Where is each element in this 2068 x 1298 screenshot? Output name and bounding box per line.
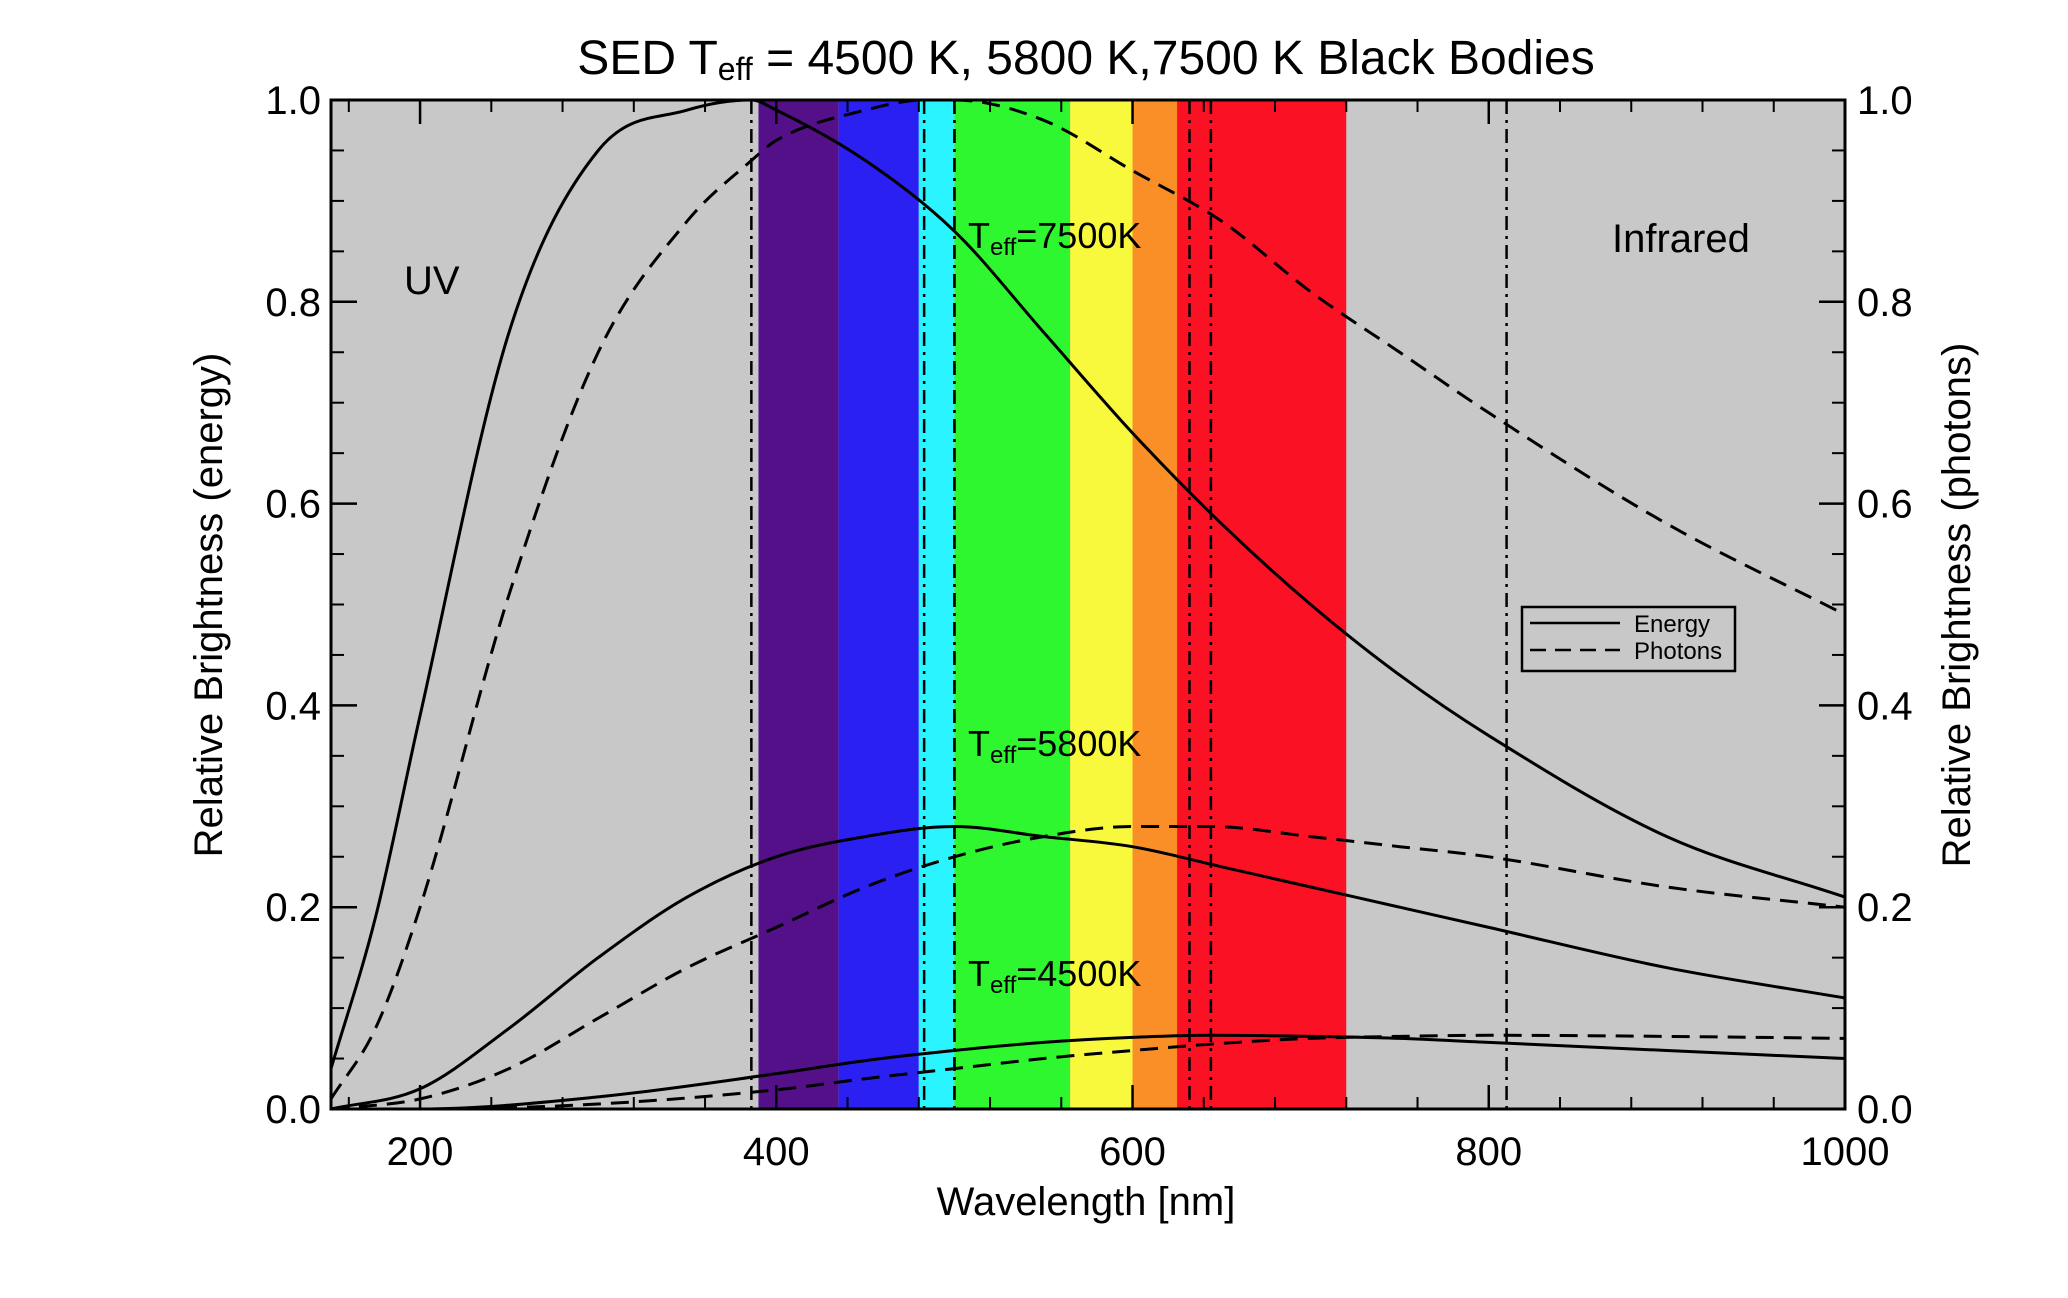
y-axis-label-right: Relative Brightness (photons) [1935,343,1979,868]
title-suffix: = 4500 K, 5800 K,7500 K Black Bodies [753,32,1595,85]
legend-box [1520,605,1737,673]
spectrum-bands [758,100,1347,1109]
chart-title: SED Teff = 4500 K, 5800 K,7500 K Black B… [577,32,1594,87]
curve-label-4500k: Teff=4500K [968,953,1141,999]
x-tick-label-600: 600 [1099,1130,1166,1174]
y-tick-label-right-2: 0.4 [1857,684,1913,728]
y-tick-label-right-5: 1.0 [1857,79,1913,123]
spectrum-band-0 [758,100,839,1109]
y-tick-label-left-2: 0.4 [265,684,321,728]
y-tick-label-right-4: 0.8 [1857,281,1913,325]
spectrum-band-4 [1070,100,1133,1109]
curve-7500k-energy [329,98,1846,1070]
spectrum-band-6 [1177,100,1347,1109]
y-tick-label-right-3: 0.6 [1857,483,1913,527]
legend-energy-label: Energy [1634,611,1710,638]
y-tick-label-left-1: 0.2 [265,886,321,930]
y-tick-label-left-3: 0.6 [265,483,321,527]
x-tick-label-800: 800 [1455,1130,1522,1174]
y-axis-label-left: Relative Brightness (energy) [187,353,231,858]
sed-curves [329,98,1846,1111]
uv-region-label: UV [404,259,460,303]
x-axis-label: Wavelength [nm] [937,1180,1236,1224]
curve-label-5800k: Teff=5800K [968,723,1141,769]
x-tick-label-400: 400 [743,1130,810,1174]
legend: Energy Photons [1520,605,1737,673]
y-tick-label-right-0: 0.0 [1857,1088,1913,1132]
infrared-region-label: Infrared [1612,217,1750,261]
x-tick-label-200: 200 [387,1130,454,1174]
title-prefix: SED T [577,32,717,85]
y-tick-label-left-5: 1.0 [265,79,321,123]
x-tick-label-1000: 1000 [1801,1130,1890,1174]
curve-5800k-photons [330,825,1846,1111]
curve-4500k-photons [330,1033,1846,1111]
y-tick-label-left-4: 0.8 [265,281,321,325]
peak-markers [750,100,1508,1109]
curve-4500k-energy [330,1033,1846,1111]
spectrum-band-5 [1132,100,1178,1109]
curve-label-7500k: Teff=7500K [968,215,1141,261]
legend-photons-label: Photons [1634,638,1722,665]
curve-5800k-energy [330,824,1846,1111]
y-tick-label-left-0: 0.0 [265,1088,321,1132]
y-tick-label-right-1: 0.2 [1857,886,1913,930]
spectrum-band-3 [954,100,1071,1109]
spectrum-band-1 [838,100,919,1109]
title-subscript: eff [718,51,753,87]
curve-7500k-photons [329,98,1846,1100]
